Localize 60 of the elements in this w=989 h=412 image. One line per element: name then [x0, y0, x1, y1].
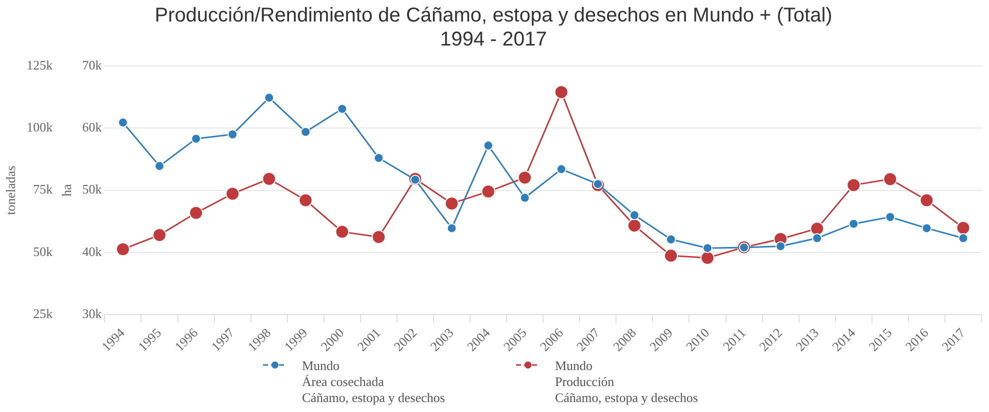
point [372, 230, 386, 244]
point [116, 242, 130, 256]
point [700, 250, 714, 265]
y-tick-label: 40k [82, 244, 102, 259]
point [298, 193, 313, 208]
y2-tick-label: 50k [33, 244, 54, 259]
y2-axis-title: toneladas [3, 166, 18, 215]
point [956, 220, 970, 235]
point [629, 210, 640, 220]
y2-tick-label: 75k [33, 182, 54, 197]
point [481, 184, 496, 199]
y2-tick-label: 125k [26, 57, 54, 72]
point [958, 233, 968, 244]
point [812, 233, 822, 244]
point [483, 140, 494, 151]
point [191, 134, 202, 144]
point [410, 174, 420, 185]
legend-label: Mundo Producción Cáñamo, estopa y desechos [554, 358, 698, 406]
chart-title: Producción/Rendimiento de Cáñamo, estopa y desechos en Mundo + (Total) [154, 4, 832, 27]
point [154, 161, 164, 172]
point [337, 104, 348, 114]
point [627, 218, 642, 233]
point [664, 248, 678, 263]
point [810, 222, 824, 236]
y-tick-label: 50k [82, 182, 102, 197]
chart-subtitle: 1994 - 2017 [440, 28, 547, 51]
point [702, 243, 712, 254]
point [118, 118, 128, 128]
point [446, 223, 457, 234]
point [262, 172, 276, 186]
point [520, 192, 530, 203]
point [922, 223, 932, 234]
point [518, 170, 532, 185]
point [335, 224, 350, 239]
point [374, 152, 384, 163]
point [666, 234, 676, 244]
point [883, 172, 898, 186]
point [848, 218, 859, 229]
y-tick-label: 30k [82, 306, 102, 322]
y2-tick-label: 25k [33, 306, 54, 322]
point [592, 179, 603, 190]
point [444, 196, 459, 210]
point [226, 186, 240, 201]
point [846, 178, 861, 192]
point [920, 193, 934, 208]
y2-tick-label: 100k [26, 120, 54, 135]
legend-label: Mundo Área cosechada Cáñamo, estopa y desechos [302, 358, 445, 406]
point [264, 92, 274, 103]
point [556, 164, 566, 174]
point [228, 129, 238, 140]
point [189, 206, 204, 220]
point [776, 241, 786, 252]
y-tick-label: 60k [82, 120, 102, 135]
point [554, 85, 568, 100]
point [300, 126, 311, 137]
point [885, 212, 896, 222]
point [152, 228, 166, 242]
y-axis-title: ha [58, 184, 74, 196]
x-tick-label: 1999 [281, 325, 310, 354]
y-tick-label: 70k [82, 57, 102, 72]
